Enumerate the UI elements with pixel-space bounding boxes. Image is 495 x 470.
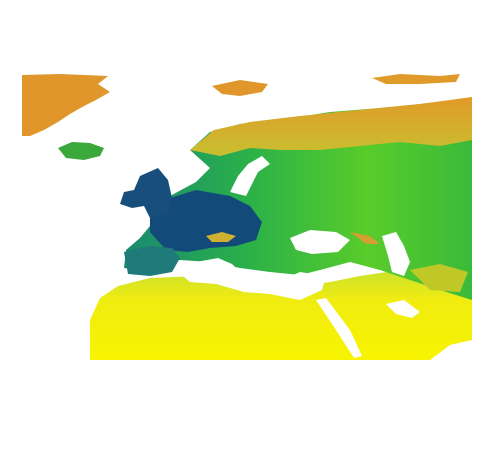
arctic-islands [212, 80, 268, 96]
arctic-islands-east [372, 74, 460, 84]
iberia [124, 246, 180, 276]
alps [206, 232, 236, 242]
black-sea [290, 230, 350, 254]
caucasus [350, 232, 380, 244]
africa-arabia [90, 268, 472, 360]
greenland [22, 74, 110, 136]
iran-plateau [410, 264, 468, 292]
persian-gulf [386, 300, 420, 318]
red-sea [316, 298, 362, 358]
baltic-sea [230, 156, 270, 196]
tundra [190, 97, 472, 156]
british-isles [120, 168, 172, 218]
mediterranean [176, 258, 326, 300]
caspian-sea [382, 232, 410, 276]
iceland [58, 142, 104, 160]
